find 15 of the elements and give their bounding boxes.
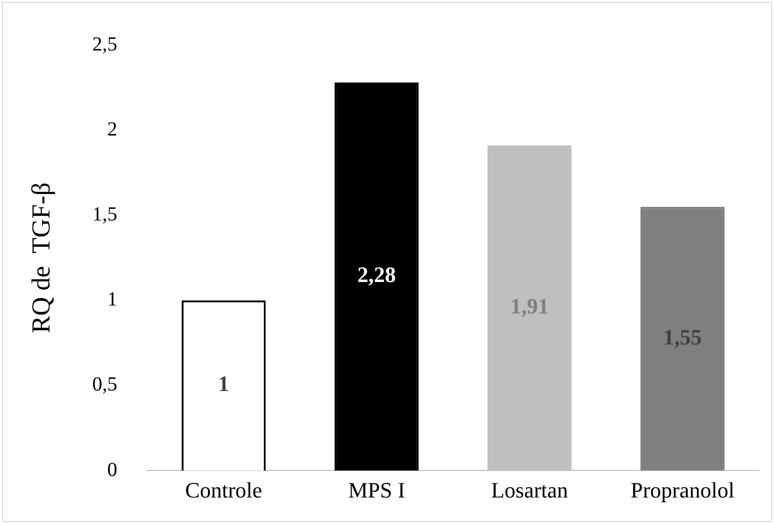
- x-tick-label: Controle: [185, 478, 262, 503]
- data-label: 2,28: [357, 262, 396, 288]
- data-label: 1,55: [663, 324, 702, 350]
- x-tick-label: Losartan: [491, 478, 568, 503]
- data-label: 1: [218, 371, 230, 396]
- y-axis-title: RQ de TGF-β: [26, 182, 56, 334]
- y-tick-label: 2: [107, 118, 118, 140]
- data-label: 1,91: [510, 294, 549, 319]
- x-tick-label: Propranolol: [630, 478, 734, 503]
- y-tick-label: 1,5: [92, 203, 118, 226]
- y-tick-label: 0,5: [92, 374, 118, 396]
- y-tick-label: 0: [107, 458, 118, 481]
- y-tick-label: 2,5: [92, 33, 118, 56]
- x-tick-label: MPS I: [348, 478, 406, 503]
- y-tick-label: 1: [107, 288, 118, 311]
